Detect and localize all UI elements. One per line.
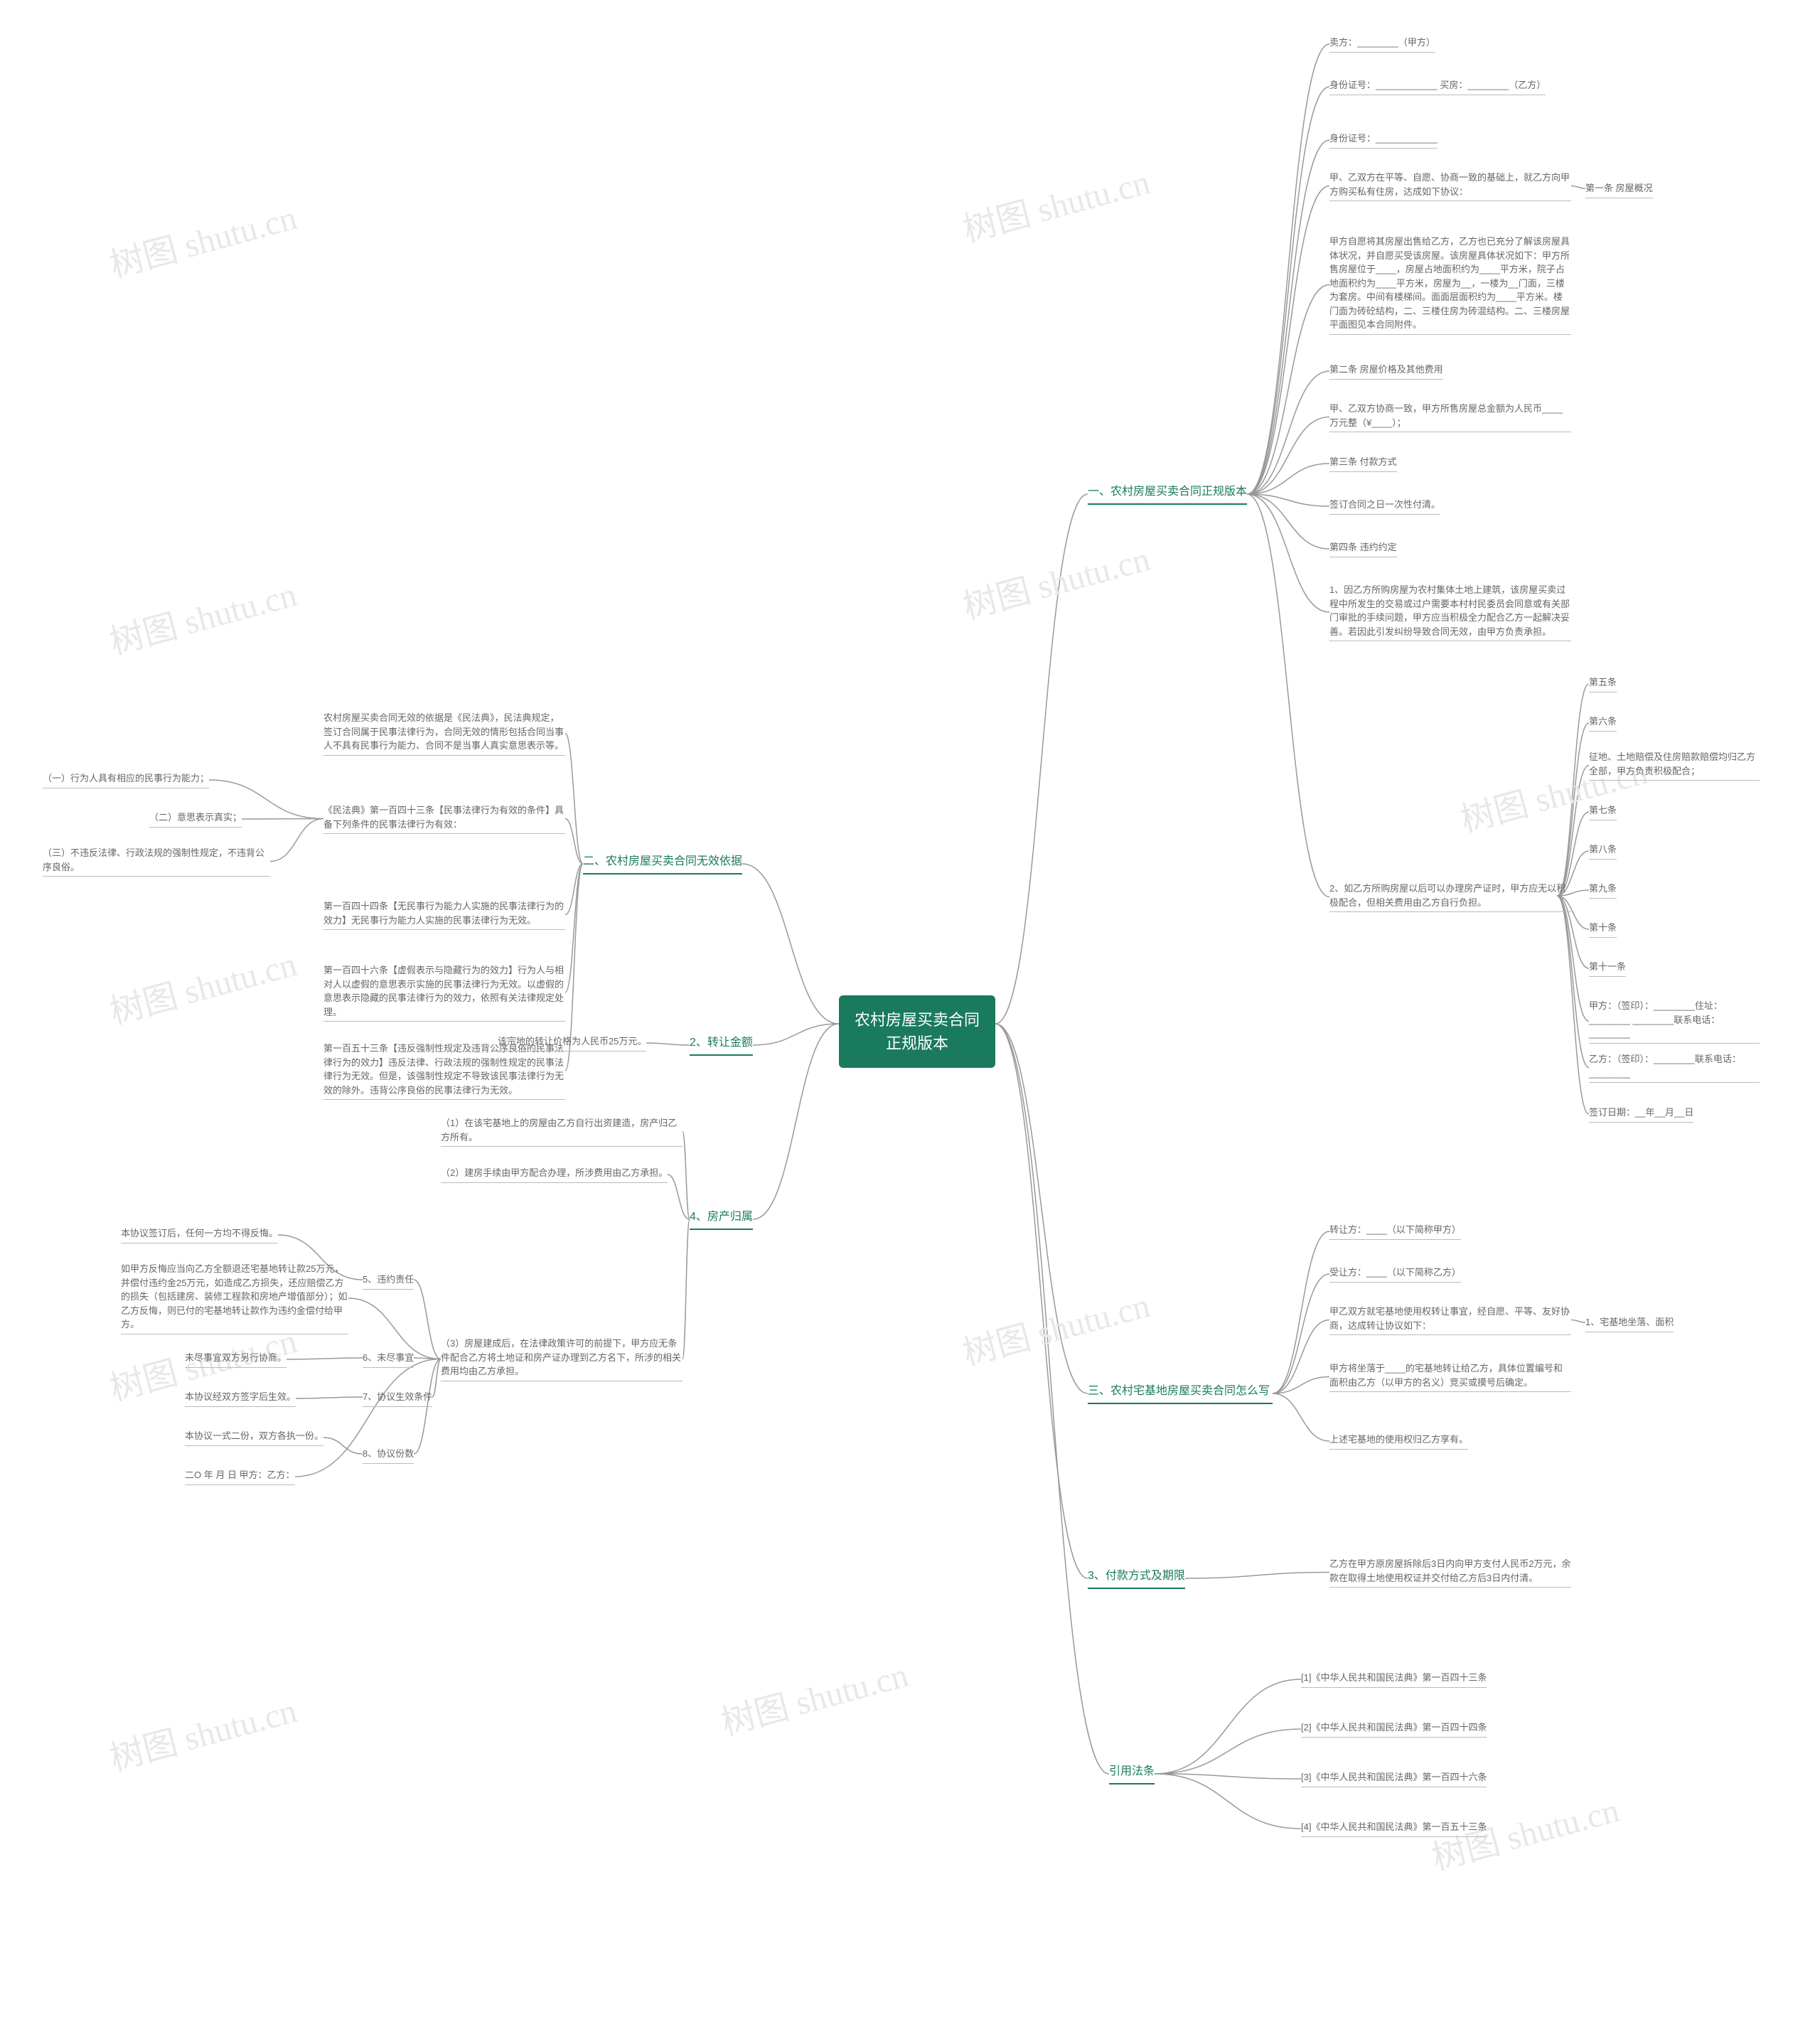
- watermark: 树图 shutu.cn: [957, 154, 1155, 251]
- leaf-node: 乙方在甲方原房屋拆除后3日内向甲方支付人民币2万元，余款在取得土地使用权证并交付…: [1329, 1557, 1571, 1588]
- leaf-sub: 本协议一式二份，双方各执一份。: [185, 1429, 323, 1446]
- leaf-node: 农村房屋买卖合同无效的依据是《民法典》，民法典规定，签订合同属于民事法律行为，合…: [323, 711, 565, 756]
- watermark: 树图 shutu.cn: [104, 566, 301, 663]
- watermark: 树图 shutu.cn: [957, 1277, 1155, 1374]
- leaf-sub: 本协议经双方签字后生效。: [185, 1390, 296, 1407]
- leaf-node: 第十条: [1589, 921, 1617, 938]
- leaf-node: 上述宅基地的使用权归乙方享有。: [1329, 1433, 1468, 1450]
- center-node: 农村房屋买卖合同正规版本: [839, 995, 995, 1068]
- leaf-node: 转让方：____（以下简称甲方）: [1329, 1223, 1461, 1240]
- leaf-extra: 1、宅基地坐落、面积: [1585, 1315, 1674, 1332]
- branch-b1: 一、农村房屋买卖合同正规版本: [1088, 483, 1247, 505]
- leaf-node: 卖方：________（甲方）: [1329, 36, 1435, 53]
- leaf-sub-label: 6、未尽事宜: [363, 1351, 414, 1368]
- leaf-sub: （二）意思表示真实；: [149, 810, 242, 828]
- leaf-sub: 如甲方反悔应当向乙方全额退还宅基地转让款25万元，并偿付违约金25万元，如造成乙…: [121, 1262, 348, 1334]
- watermark: 树图 shutu.cn: [715, 1647, 913, 1744]
- leaf-sub: 二O 年 月 日 甲方：乙方：: [185, 1468, 295, 1485]
- leaf-node: （2）建房手续由甲方配合办理，所涉费用由乙方承担。: [441, 1166, 668, 1183]
- branch-b2t: 2、转让金额: [690, 1034, 753, 1056]
- leaf-sub-label: 7、协议生效条件: [363, 1390, 432, 1407]
- leaf-node: 受让方：____（以下简称乙方）: [1329, 1266, 1461, 1283]
- branch-b2: 二、农村房屋买卖合同无效依据: [583, 853, 742, 874]
- leaf-node: 第一百四十四条【无民事行为能力人实施的民事法律行为的效力】无民事行为能力人实施的…: [323, 899, 565, 930]
- branch-b3: 三、农村宅基地房屋买卖合同怎么写: [1088, 1383, 1273, 1404]
- leaf-node: 该宗地的转让价格为人民币25万元。: [498, 1034, 646, 1052]
- leaf-node: [4]《中华人民共和国民法典》第一百五十三条: [1301, 1820, 1487, 1837]
- leaf-node: 第六条: [1589, 715, 1617, 732]
- leaf-node: 甲方将坐落于____的宅基地转让给乙方，具体位置编号和面积由乙方（以甲方的名义）…: [1329, 1361, 1571, 1392]
- leaf-extra: 第一条 房屋概况: [1585, 181, 1653, 198]
- leaf-node: 身份证号：____________: [1329, 132, 1438, 149]
- leaf-sub: 本协议签订后，任何一方均不得反悔。: [121, 1226, 278, 1243]
- leaf-node: 《民法典》第一百四十三条【民事法律行为有效的条件】具备下列条件的民事法律行为有效…: [323, 803, 565, 834]
- watermark: 树图 shutu.cn: [104, 936, 301, 1033]
- leaf-node: 甲方：（签印）：________住址：________ ________联系电话…: [1589, 999, 1760, 1044]
- leaf-sub: 未尽事宜双方另行协商。: [185, 1351, 287, 1368]
- leaf-node: （3）房屋建成后，在法律政策许可的前提下，甲方应无条件配合乙方将土地证和房产证办…: [441, 1337, 682, 1381]
- leaf-sub: （一）行为人具有相应的民事行为能力；: [43, 771, 209, 788]
- leaf-node: 第五条: [1589, 675, 1617, 692]
- leaf-node: 甲、乙双方在平等、自愿、协商一致的基础上，就乙方向甲方购买私有住房，达成如下协议…: [1329, 171, 1571, 201]
- watermark: 树图 shutu.cn: [104, 1682, 301, 1780]
- leaf-node: 甲、乙双方协商一致，甲方所售房屋总金额为人民币____万元整（¥____）；: [1329, 402, 1571, 432]
- leaf-node: 第十一条: [1589, 960, 1626, 977]
- leaf-node: 第一百四十六条【虚假表示与隐藏行为的效力】行为人与相对人以虚假的意思表示实施的民…: [323, 963, 565, 1022]
- branch-bref: 引用法条: [1109, 1763, 1155, 1785]
- leaf-node: 第八条: [1589, 842, 1617, 860]
- leaf-sub-label: 5、违约责任: [363, 1273, 414, 1290]
- leaf-node: 征地、土地赔偿及住房赔款赔偿均归乙方全部，甲方负责积极配合；: [1589, 750, 1760, 781]
- leaf-node: 2、如乙方所购房屋以后可以办理房产证时，甲方应无以积极配合，但相关费用由乙方自行…: [1329, 882, 1571, 912]
- leaf-node: 1、因乙方所购房屋为农村集体土地上建筑，该房屋买卖过程中所发生的交易或过户需要本…: [1329, 583, 1571, 641]
- leaf-node: [3]《中华人民共和国民法典》第一百四十六条: [1301, 1770, 1487, 1787]
- leaf-node: 甲乙双方就宅基地使用权转让事宜，经自愿、平等、友好协商，达成转让协议如下：: [1329, 1305, 1571, 1335]
- watermark: 树图 shutu.cn: [957, 530, 1155, 628]
- leaf-node: 第七条: [1589, 803, 1617, 820]
- leaf-node: 签订合同之日一次性付清。: [1329, 498, 1440, 515]
- branch-b4: 4、房产归属: [690, 1209, 753, 1230]
- leaf-node: [2]《中华人民共和国民法典》第一百四十四条: [1301, 1721, 1487, 1738]
- leaf-node: 身份证号：____________ 买房：________（乙方）: [1329, 78, 1546, 95]
- branch-b3p: 3、付款方式及期限: [1088, 1568, 1185, 1589]
- leaf-node: 第三条 付款方式: [1329, 455, 1397, 472]
- leaf-node: [1]《中华人民共和国民法典》第一百四十三条: [1301, 1671, 1487, 1688]
- leaf-node: （1）在该宅基地上的房屋由乙方自行出资建造，房产归乙方所有。: [441, 1116, 682, 1147]
- leaf-node: 第四条 违约约定: [1329, 540, 1397, 557]
- leaf-node: 第二条 房屋价格及其他费用: [1329, 363, 1443, 380]
- leaf-sub: （三）不违反法律、行政法规的强制性规定，不违背公序良俗。: [43, 846, 270, 877]
- leaf-sub-label: 8、协议份数: [363, 1447, 414, 1464]
- leaf-node: 甲方自愿将其房屋出售给乙方，乙方也已充分了解该房屋具体状况，并自愿买受该房屋。该…: [1329, 235, 1571, 335]
- leaf-node: 签订日期：__年__月__日: [1589, 1106, 1693, 1123]
- leaf-node: 第九条: [1589, 882, 1617, 899]
- watermark: 树图 shutu.cn: [104, 189, 301, 287]
- leaf-node: 乙方：（签印）：________联系电话：________: [1589, 1052, 1760, 1083]
